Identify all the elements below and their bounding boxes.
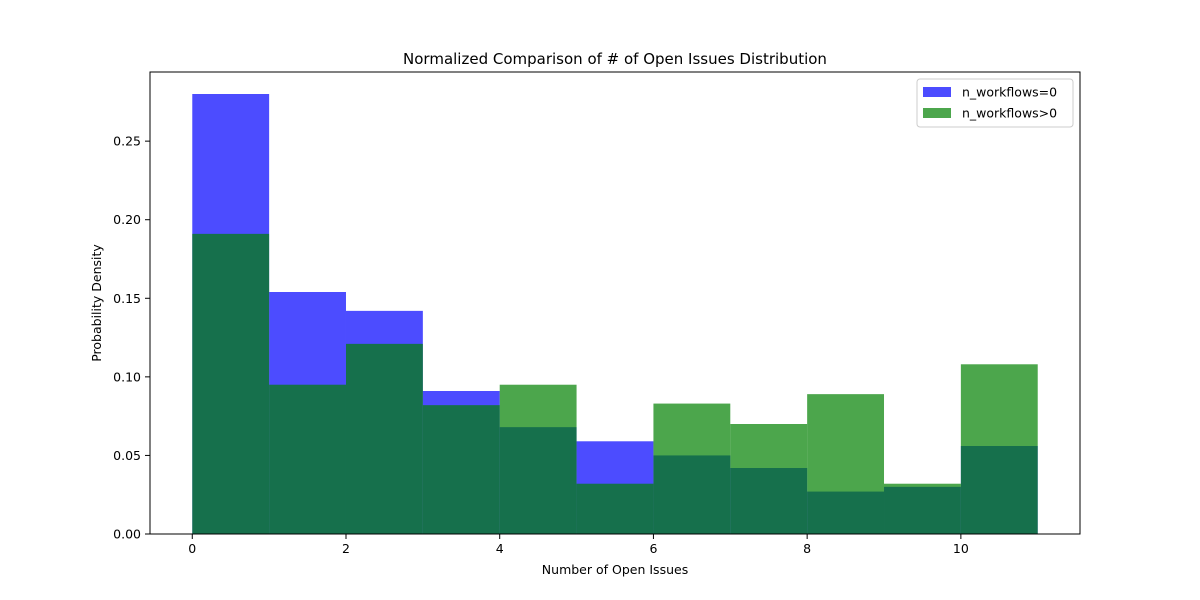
- legend: n_workflows=0 n_workflows>0: [916, 78, 1074, 128]
- x-tick-label-3: 6: [649, 541, 657, 556]
- x-tick-label-4: 8: [803, 541, 811, 556]
- y-axis-label: Probability Density: [89, 244, 104, 362]
- legend-label-0: n_workflows=0: [962, 85, 1057, 100]
- legend-swatch-0: [923, 87, 951, 97]
- bar-series-1-bin-5: [576, 483, 654, 534]
- y-tick-label-4: 0.20: [113, 212, 141, 227]
- bar-series-1-bin-1: [269, 384, 346, 534]
- x-tick-label-5: 10: [953, 541, 969, 556]
- bar-series-1-bin-8: [807, 394, 885, 534]
- legend-swatch-1: [923, 108, 951, 118]
- plot-frame: [149, 71, 1081, 535]
- y-tick-label-1: 0.05: [113, 448, 141, 463]
- bar-series-1-bin-3: [422, 405, 500, 534]
- x-axis-ticks: 0 2 4 6 8 10: [188, 534, 969, 556]
- bar-series-1-bin-9: [884, 483, 961, 534]
- chart-title: Normalized Comparison of # of Open Issue…: [403, 50, 827, 68]
- bar-series-1-bin-0: [192, 233, 270, 534]
- y-tick-label-0: 0.00: [113, 527, 141, 542]
- y-axis-ticks: 0.00 0.05 0.10 0.15 0.20 0.25: [113, 134, 150, 542]
- x-tick-label-2: 4: [496, 541, 504, 556]
- y-tick-label-3: 0.15: [113, 291, 141, 306]
- y-tick-label-2: 0.10: [113, 369, 141, 384]
- x-axis-label: Number of Open Issues: [542, 562, 688, 577]
- y-tick-label-5: 0.25: [113, 134, 141, 149]
- bar-series-1-bin-2: [345, 343, 423, 534]
- bars-group: [192, 94, 1038, 534]
- bar-series-1-bin-4: [499, 384, 577, 534]
- bar-series-1-bin-10: [960, 364, 1038, 534]
- legend-box: [916, 78, 1074, 128]
- x-tick-label-0: 0: [188, 541, 196, 556]
- legend-label-1: n_workflows>0: [962, 106, 1057, 121]
- bar-series-1-bin-6: [653, 403, 731, 534]
- x-tick-label-1: 2: [342, 541, 350, 556]
- bar-series-1-bin-7: [730, 424, 808, 534]
